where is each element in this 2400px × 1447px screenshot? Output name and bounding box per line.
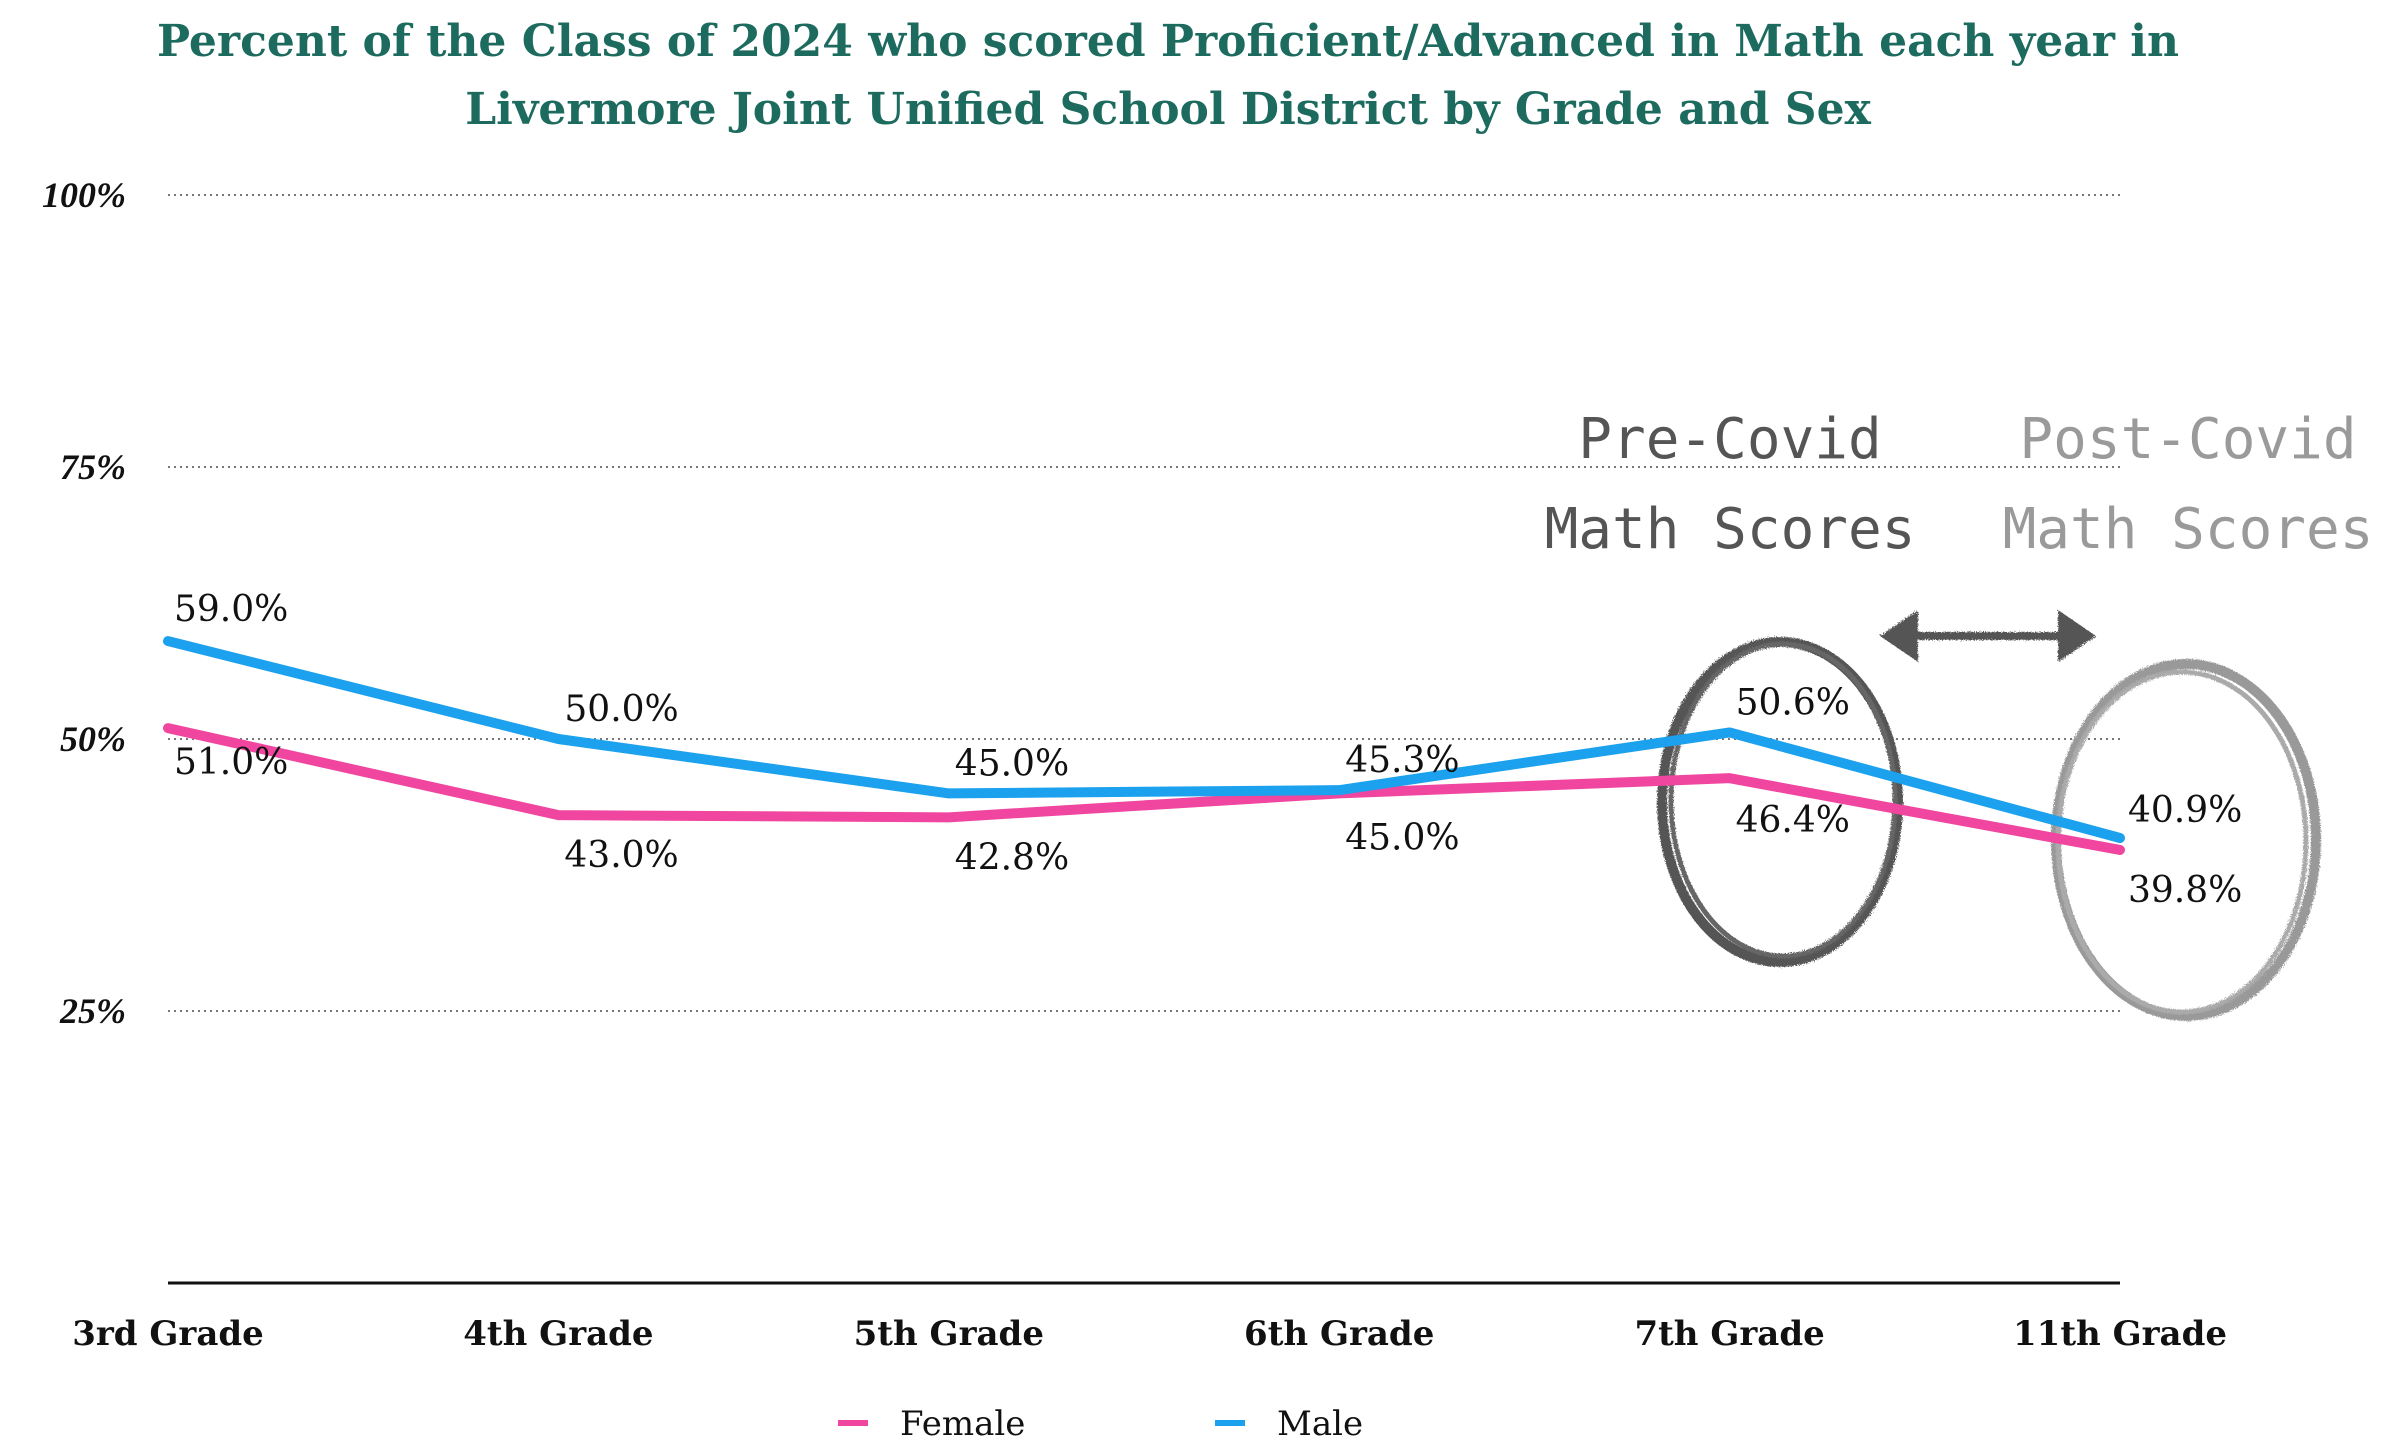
data-label-female-11th-grade: 39.8% (2128, 870, 2242, 911)
pre-covid-label-line-2: Math Scores (1545, 497, 1916, 562)
pre-covid-label-line-1: Pre-Covid (1578, 407, 1881, 472)
legend-label-male: Male (1277, 1404, 1363, 1444)
gridlines (168, 194, 2120, 1012)
double-arrow (1880, 610, 2096, 662)
pre-covid-circle-stroke-2 (1668, 641, 1898, 959)
x-axis-ticks: 3rd Grade 4th Grade 5th Grade 6th Grade 7th … (72, 1314, 2227, 1354)
y-tick-label-25: 25% (59, 991, 126, 1031)
data-label-female-7th-grade: 46.4% (1736, 800, 1850, 841)
chart-title-line-2: Livermore Joint Unified School District … (465, 84, 1871, 135)
data-label-female-6th-grade: 45.0% (1345, 817, 1459, 858)
double-arrow-left-head (1880, 610, 1918, 662)
data-label-male-6th-grade: 45.3% (1345, 740, 1459, 781)
data-label-female-4th-grade: 43.0% (564, 835, 678, 876)
pre-covid-annotation: Pre-Covid Math Scores (1545, 407, 1916, 967)
legend-label-female: Female (900, 1404, 1025, 1444)
data-label-female-5th-grade: 42.8% (955, 837, 1069, 878)
chart-title-line-1: Percent of the Class of 2024 who scored … (157, 16, 2179, 67)
y-axis-ticks: 25% 50% 75% 100% (42, 175, 126, 1031)
y-tick-label-50: 50% (60, 719, 126, 759)
data-label-male-11th-grade: 40.9% (2128, 790, 2242, 831)
post-covid-annotation: Post-Covid Math Scores (2003, 407, 2374, 1021)
data-label-female-3rd-grade: 51.0% (174, 742, 288, 783)
post-covid-label-line-1: Post-Covid (2019, 407, 2356, 472)
legend: Female Male (838, 1404, 1363, 1444)
post-covid-label-line-2: Math Scores (2003, 497, 2374, 562)
series-line-female (163, 723, 2125, 855)
data-labels: 59.0% 51.0% 50.0% 43.0% 45.0% 42.8% 45.3% 45.0%… (174, 589, 2242, 911)
x-tick-label-11th-grade: 11th Grade (2013, 1314, 2227, 1354)
y-tick-label-75: 75% (60, 447, 126, 487)
x-tick-label-3rd-grade: 3rd Grade (72, 1314, 264, 1354)
series-line-male (163, 636, 2125, 844)
data-label-male-4th-grade: 50.0% (564, 689, 678, 730)
y-tick-label-100: 100% (42, 175, 126, 215)
data-label-male-5th-grade: 45.0% (955, 743, 1069, 784)
double-arrow-right-head (2058, 610, 2096, 662)
x-tick-label-4th-grade: 4th Grade (463, 1314, 653, 1354)
data-label-male-7th-grade: 50.6% (1736, 682, 1850, 723)
x-tick-label-7th-grade: 7th Grade (1634, 1314, 1824, 1354)
x-tick-label-6th-grade: 6th Grade (1244, 1314, 1434, 1354)
series (163, 636, 2125, 855)
x-tick-label-5th-grade: 5th Grade (854, 1314, 1044, 1354)
data-label-male-3rd-grade: 59.0% (174, 589, 288, 630)
